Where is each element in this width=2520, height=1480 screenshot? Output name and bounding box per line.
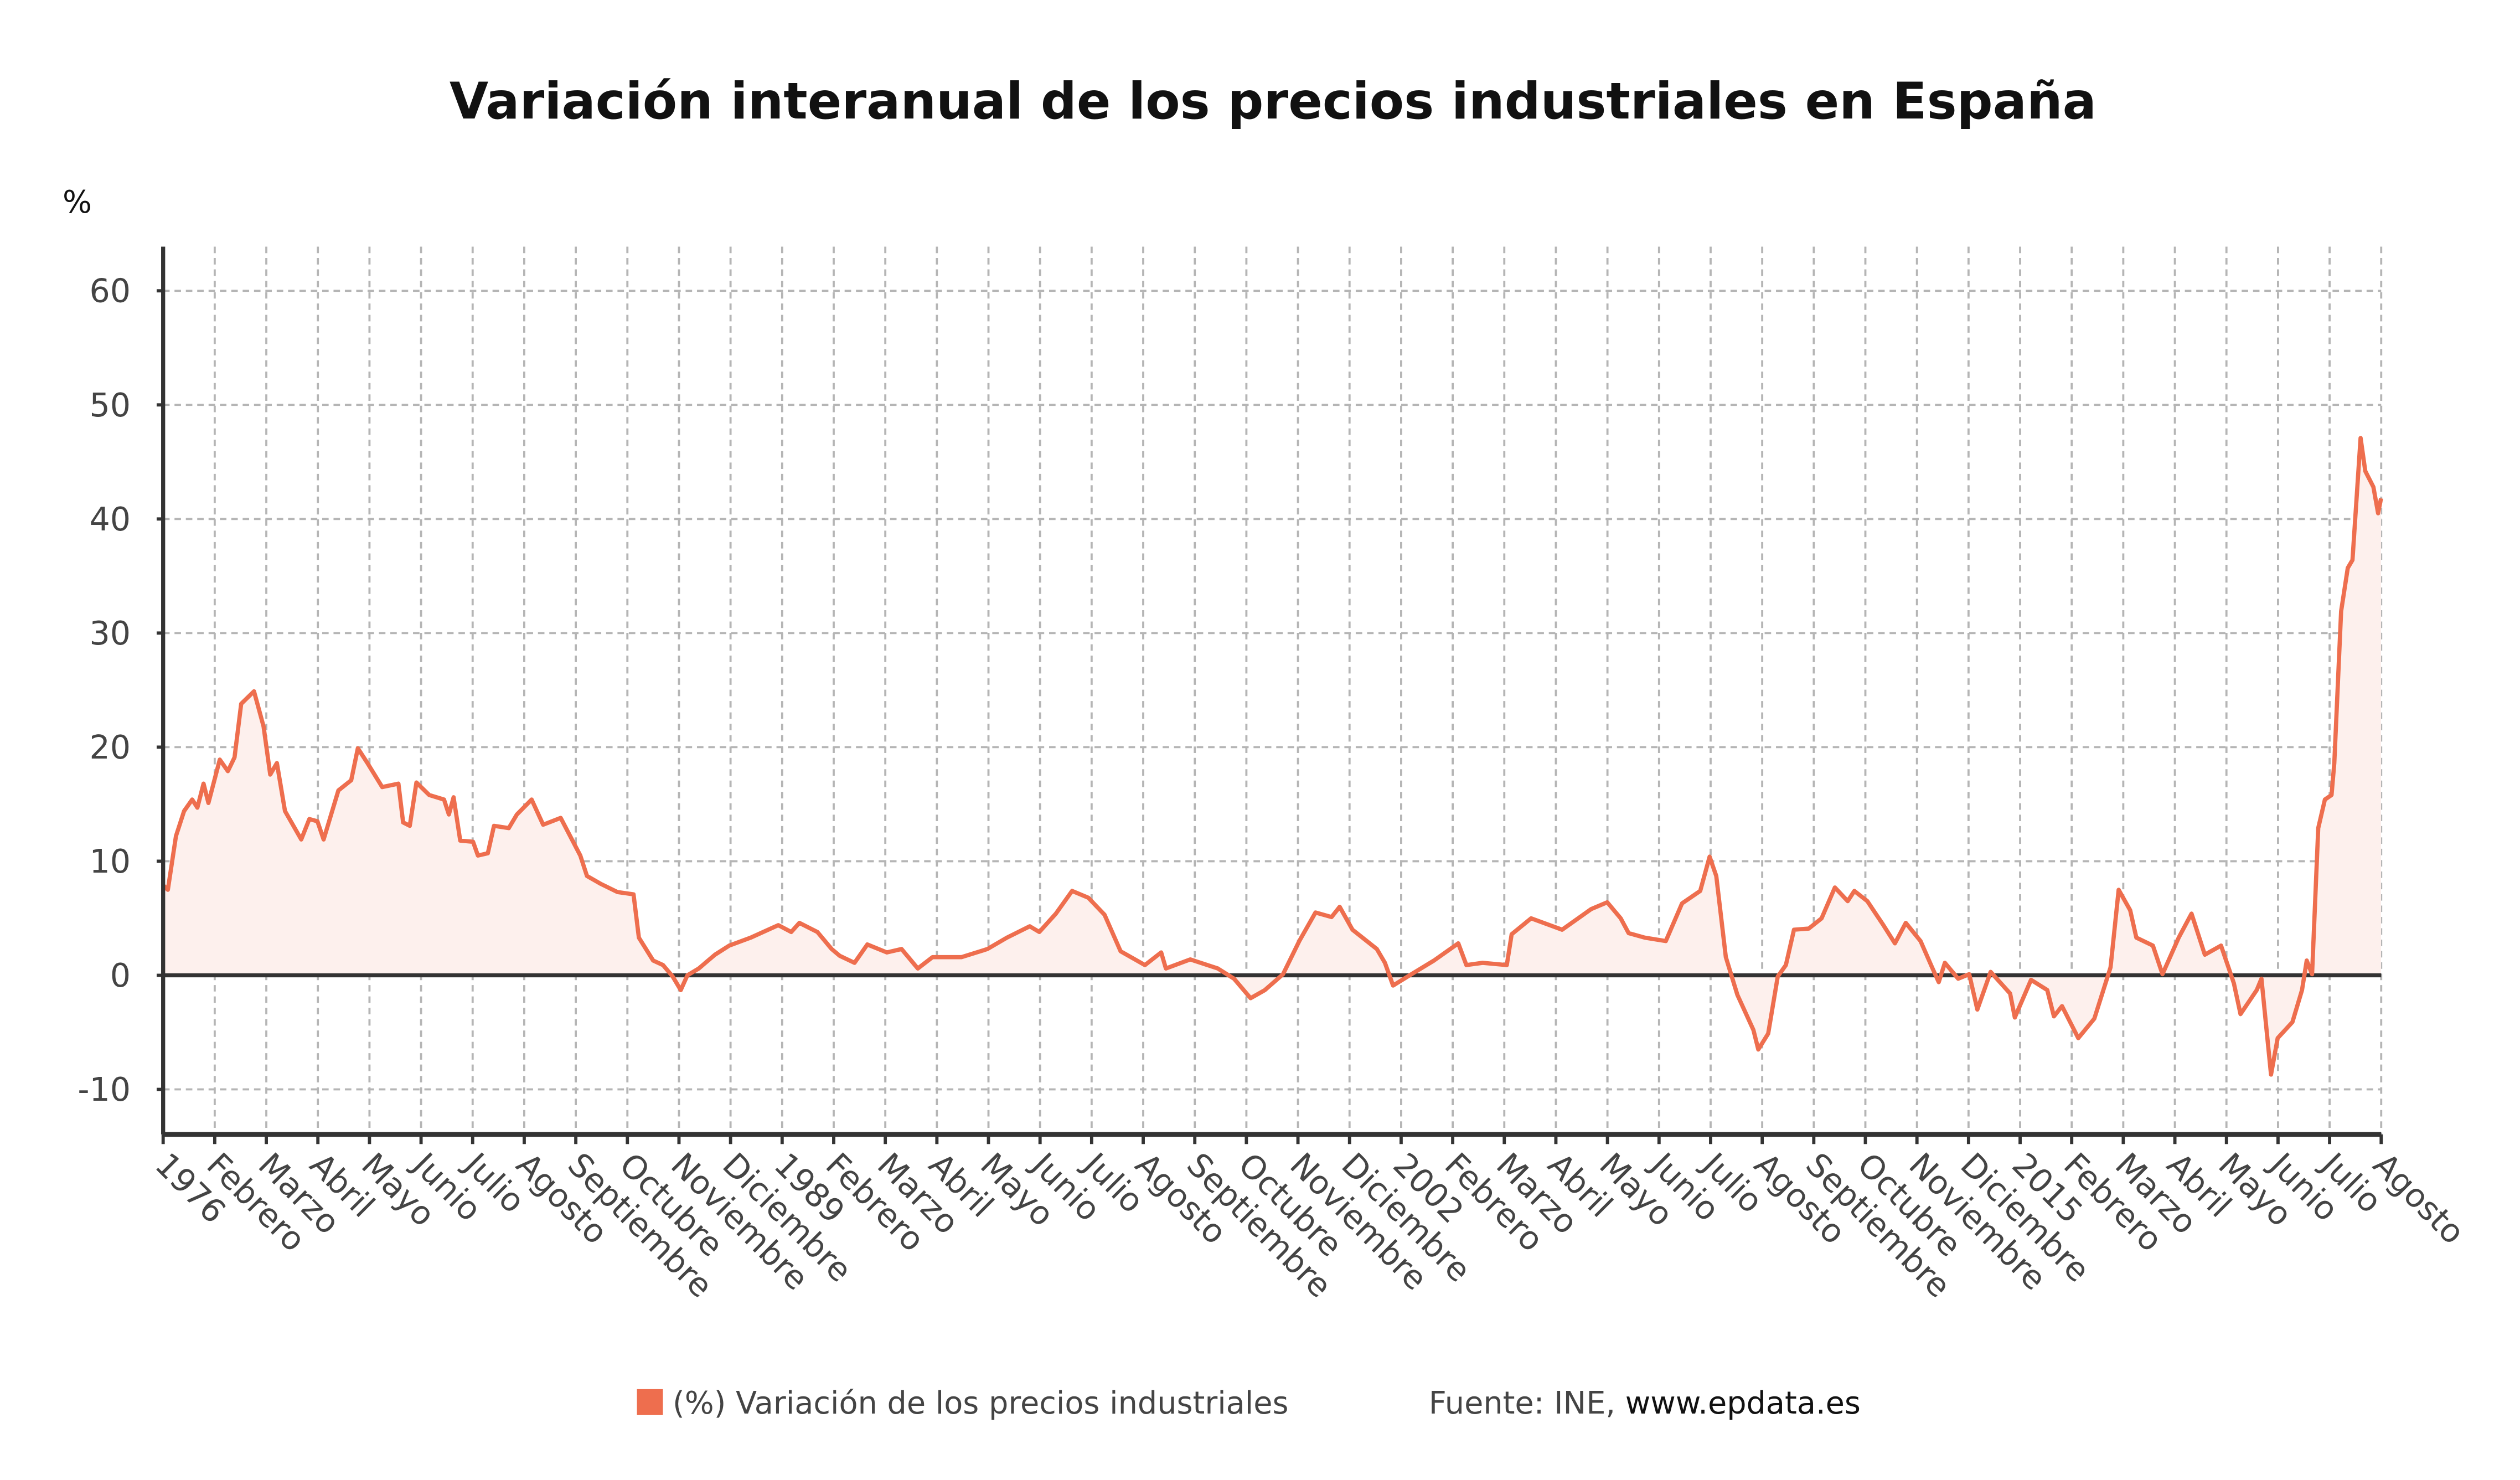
source-text: Fuente: INE, www.epdata.es <box>1429 1385 1861 1421</box>
axes <box>156 246 2383 1144</box>
legend-swatch <box>637 1389 663 1415</box>
y-tick-label: 20 <box>89 729 131 766</box>
y-axis-unit: % <box>63 184 92 220</box>
y-tick-label: 30 <box>89 615 131 652</box>
legend: (%) Variación de los precios industriale… <box>637 1385 1861 1421</box>
chart-title: Variación interanual de los precios indu… <box>450 73 2096 131</box>
y-tick-label: 0 <box>110 957 131 994</box>
legend-series-label: (%) Variación de los precios industriale… <box>673 1385 1289 1421</box>
source-prefix: Fuente: INE, <box>1429 1385 1625 1421</box>
y-tick-label: 10 <box>89 843 131 880</box>
y-tick-label: 40 <box>89 501 131 538</box>
series-line-group <box>162 436 2383 1077</box>
series-area <box>163 438 2381 1075</box>
series-line <box>162 436 2383 1077</box>
y-tick-label: -10 <box>78 1071 131 1108</box>
series-area-fill <box>163 438 2381 1075</box>
y-tick-labels: 60 50 40 30 20 10 0 -10 <box>78 272 131 1108</box>
grid <box>163 246 2383 1135</box>
source-link[interactable]: www.epdata.es <box>1625 1385 1861 1421</box>
y-tick-label: 60 <box>89 272 131 310</box>
x-tick-labels: 1976FebreroMarzoAbrilMayoJunioJulioAgost… <box>148 1144 2472 1305</box>
y-tick-label: 50 <box>89 386 131 424</box>
